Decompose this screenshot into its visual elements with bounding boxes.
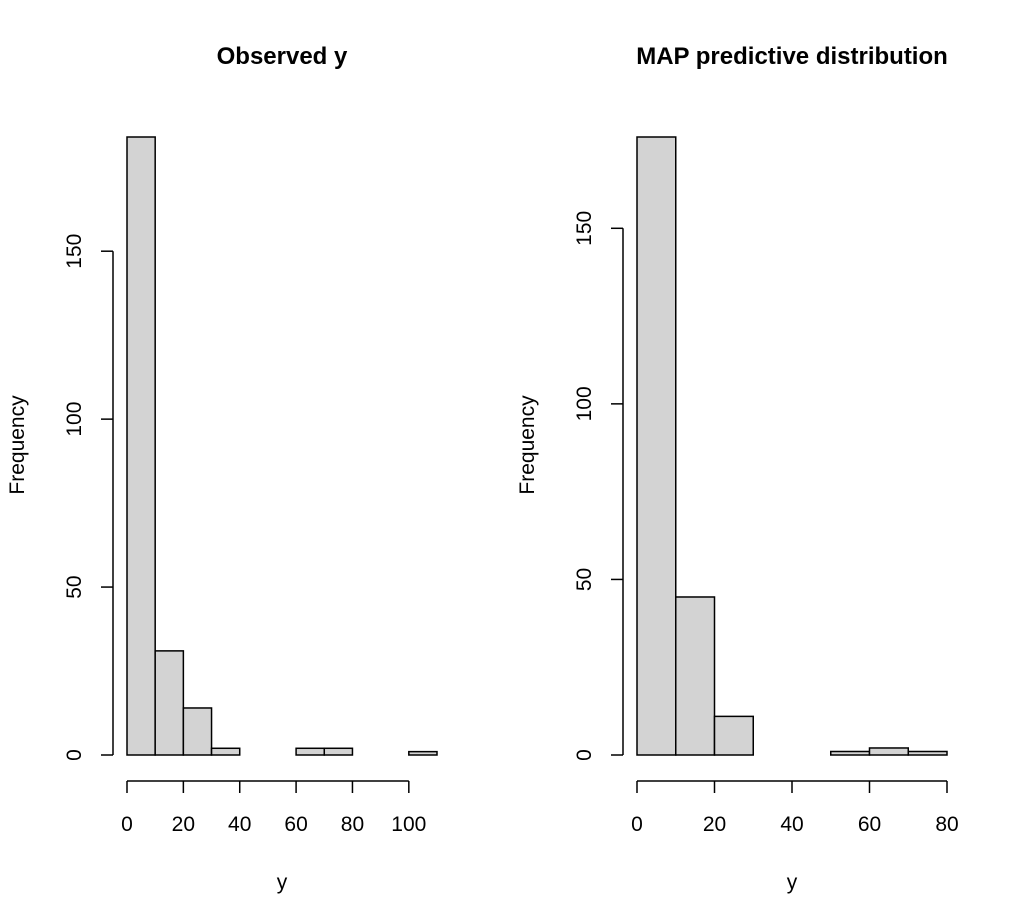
x-tick-label: 20 bbox=[172, 813, 195, 836]
y-axis: 0 50 100 150 bbox=[63, 234, 114, 761]
x-axis-label: y bbox=[787, 871, 798, 894]
y-tick-label: 150 bbox=[573, 211, 596, 246]
histogram-bar bbox=[675, 596, 716, 756]
x-tick-label: 100 bbox=[391, 813, 426, 836]
histogram-bar bbox=[182, 707, 213, 756]
x-tick-label: 0 bbox=[121, 813, 133, 836]
x-tick-label: 20 bbox=[703, 813, 726, 836]
histogram-bar bbox=[295, 747, 326, 756]
y-tick-label: 0 bbox=[573, 749, 596, 761]
x-tick-label: 60 bbox=[858, 813, 881, 836]
bars bbox=[636, 136, 948, 756]
y-tick-label: 150 bbox=[63, 234, 86, 269]
x-tick-label: 40 bbox=[780, 813, 803, 836]
x-tick-label: 40 bbox=[228, 813, 251, 836]
y-tick-label: 0 bbox=[63, 749, 86, 761]
y-axis: 0 50 100 150 bbox=[573, 211, 624, 761]
x-axis-label: y bbox=[277, 871, 288, 894]
histogram-bar bbox=[713, 715, 754, 756]
bars bbox=[126, 136, 438, 756]
histogram-bar bbox=[126, 136, 156, 756]
chart-title: Observed y bbox=[217, 43, 348, 70]
y-tick-label: 50 bbox=[573, 568, 596, 591]
histogram-bar bbox=[868, 747, 909, 756]
x-axis: 0 20 40 60 80 bbox=[631, 780, 959, 836]
histogram-bar bbox=[323, 747, 354, 756]
histogram-bar bbox=[636, 136, 677, 756]
y-tick-label: 50 bbox=[63, 575, 86, 598]
x-tick-label: 0 bbox=[631, 813, 643, 836]
x-tick-label: 80 bbox=[341, 813, 364, 836]
panel-map-predictive: MAP predictive distribution y Frequency … bbox=[516, 43, 959, 894]
panel-observed-y: Observed y y Frequency 0 20 40 60 80 100 0 50 1… bbox=[6, 43, 438, 894]
histogram-bar bbox=[154, 650, 185, 756]
x-tick-label: 60 bbox=[284, 813, 307, 836]
y-axis-label: Frequency bbox=[6, 395, 29, 495]
histogram-bar bbox=[210, 747, 241, 756]
y-axis-label: Frequency bbox=[516, 395, 539, 495]
histogram-bar bbox=[907, 750, 948, 756]
y-tick-label: 100 bbox=[63, 402, 86, 437]
x-axis: 0 20 40 60 80 100 bbox=[121, 780, 426, 836]
y-tick-label: 100 bbox=[573, 386, 596, 421]
chart-title: MAP predictive distribution bbox=[636, 43, 948, 70]
histogram-bar bbox=[408, 750, 438, 756]
histogram-bar bbox=[830, 750, 871, 756]
x-tick-label: 80 bbox=[935, 813, 958, 836]
